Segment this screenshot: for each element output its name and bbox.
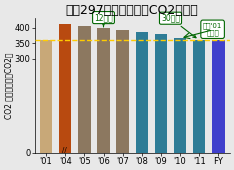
Bar	[78, 26, 91, 153]
Text: 12萬噸: 12萬噸	[94, 13, 113, 27]
Bar	[212, 40, 225, 153]
Text: 30萬噸: 30萬噸	[161, 14, 196, 38]
Bar	[117, 30, 129, 153]
Bar	[193, 40, 205, 153]
Y-axis label: CO2 排放量（萬噸CO2）: CO2 排放量（萬噸CO2）	[4, 52, 13, 119]
Bar	[40, 40, 52, 153]
Text: 達至'01
年水準: 達至'01 年水準	[203, 22, 222, 36]
Text: //: //	[62, 147, 67, 153]
Bar	[135, 32, 148, 153]
Bar	[59, 24, 71, 153]
Bar	[97, 28, 110, 153]
Bar	[155, 34, 167, 153]
Bar	[174, 38, 186, 153]
Title: 全球297個生產工廠的CO2排放量: 全球297個生產工廠的CO2排放量	[66, 4, 199, 17]
